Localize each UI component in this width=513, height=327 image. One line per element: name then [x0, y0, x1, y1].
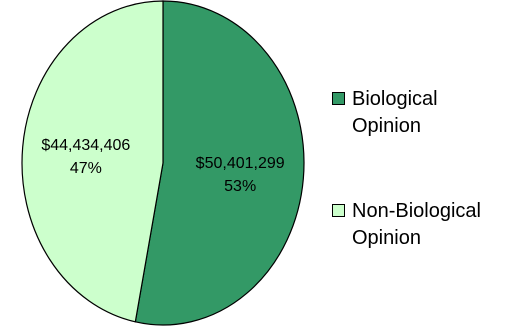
slice-percent-label-non-biological-opinion: 47% — [70, 160, 102, 177]
pie-data-labels: $50,401,299 53% $44,434,406 47% — [41, 137, 284, 195]
slice-percent-label-biological-opinion: 53% — [224, 178, 256, 195]
legend-swatch-non-biological-opinion — [332, 204, 345, 217]
legend-item-non-biological-opinion: Non-Biological Opinion — [332, 198, 513, 258]
legend-label-non-biological-opinion: Non-Biological Opinion — [352, 198, 513, 252]
legend-label-biological-opinion: Biological Opinion — [352, 86, 513, 140]
slice-value-label-biological-opinion: $50,401,299 — [196, 155, 285, 172]
legend-swatch-biological-opinion — [332, 92, 345, 105]
pie-slices — [21, 0, 305, 326]
slice-value-label-non-biological-opinion: $44,434,406 — [41, 137, 130, 154]
legend-label-line-2: Opinion — [352, 227, 421, 249]
legend: Biological Opinion Non-Biological Opinio… — [332, 86, 513, 310]
legend-label-line-2: Opinion — [352, 115, 421, 137]
pie-slice-biological-opinion — [134, 0, 305, 326]
pie-slice-non-biological-opinion — [21, 0, 164, 323]
legend-item-biological-opinion: Biological Opinion — [332, 86, 513, 146]
legend-label-line-1: Biological — [352, 88, 438, 110]
legend-label-line-1: Non-Biological — [352, 200, 481, 222]
